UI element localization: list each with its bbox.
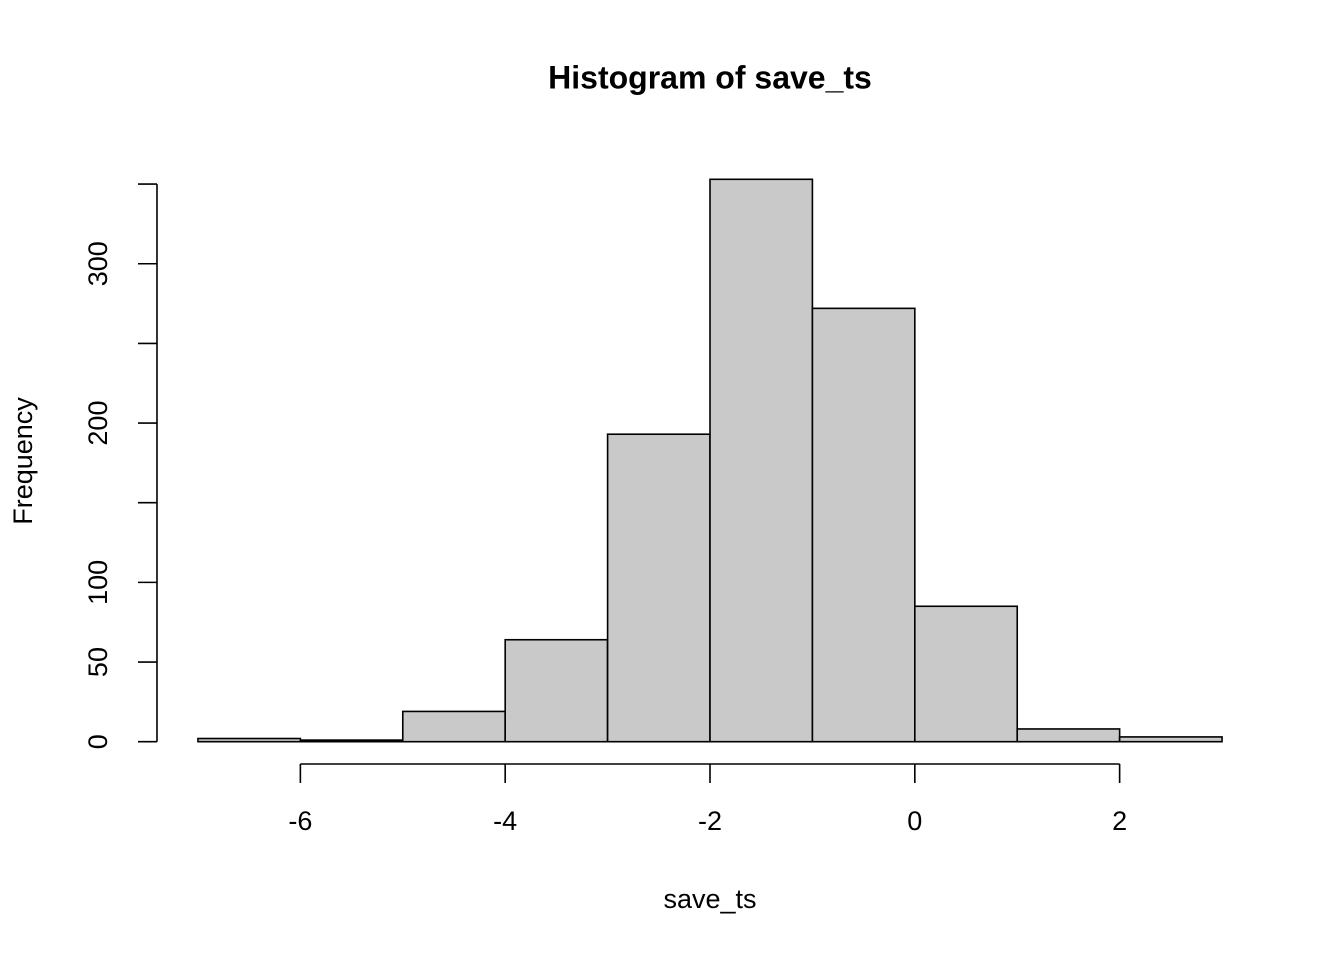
chart-title: Histogram of save_ts bbox=[548, 59, 872, 95]
bar bbox=[606, 433, 711, 743]
bar bbox=[299, 739, 404, 743]
y-axis-label: Frequency bbox=[8, 397, 38, 525]
x-tick-label: -4 bbox=[493, 806, 517, 836]
x-tick-label: -6 bbox=[288, 806, 312, 836]
y-tick-label: 100 bbox=[83, 560, 113, 605]
bar bbox=[401, 710, 506, 743]
y-tick-label: 300 bbox=[83, 241, 113, 286]
bar bbox=[1016, 728, 1121, 743]
bar bbox=[1118, 736, 1223, 743]
x-tick-label: -2 bbox=[698, 806, 722, 836]
x-axis-label: save_ts bbox=[663, 884, 756, 914]
y-tick-label: 50 bbox=[83, 647, 113, 677]
bar bbox=[504, 638, 609, 743]
bar bbox=[914, 605, 1019, 743]
x-tick-label: 0 bbox=[907, 806, 922, 836]
bar bbox=[811, 307, 916, 743]
y-tick-label: 0 bbox=[83, 734, 113, 749]
bar bbox=[709, 178, 814, 743]
y-tick-label: 200 bbox=[83, 401, 113, 446]
bar bbox=[197, 737, 302, 743]
x-tick-label: 2 bbox=[1112, 806, 1127, 836]
